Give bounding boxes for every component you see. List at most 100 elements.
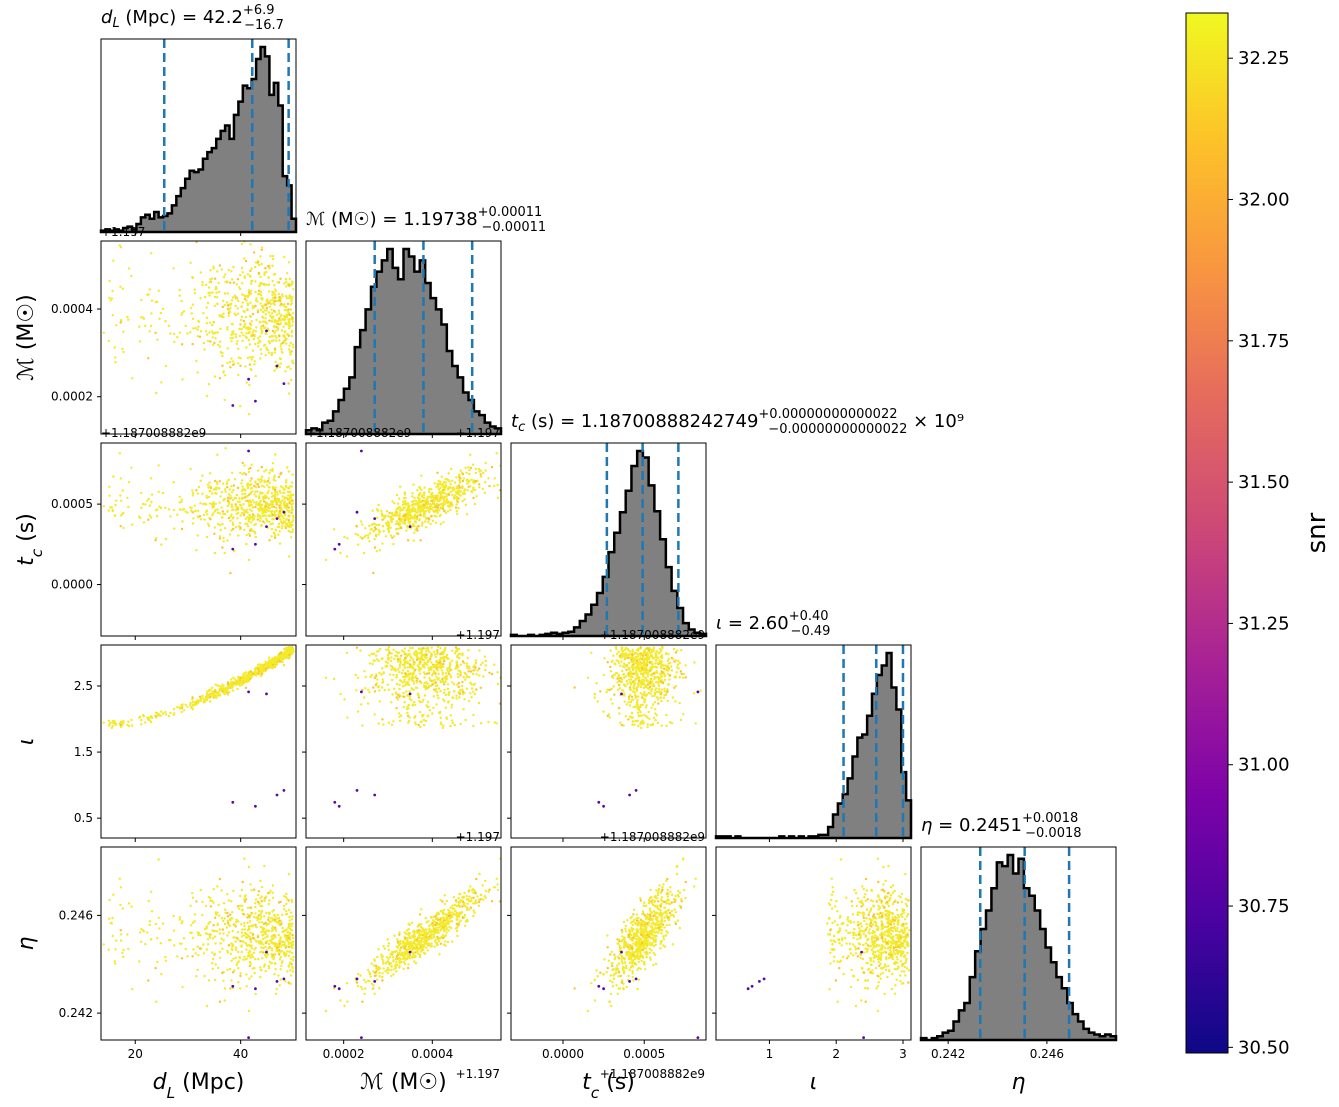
scatter-point	[377, 503, 380, 507]
scatter-point	[390, 723, 394, 726]
scatter-point	[242, 958, 245, 961]
scatter-point	[191, 921, 195, 924]
scatter-point	[423, 506, 426, 509]
scatter-point	[244, 326, 248, 329]
scatter-point	[609, 698, 613, 701]
scatter-point	[262, 320, 265, 323]
scatter-point	[178, 918, 181, 921]
scatter-point	[272, 517, 275, 521]
scatter-point	[368, 654, 371, 657]
scatter-point	[191, 696, 194, 699]
scatter-point	[126, 315, 129, 319]
scatter-point	[279, 345, 282, 348]
scatter-point	[450, 719, 454, 722]
scatter-point	[667, 683, 670, 686]
scatter-point	[378, 549, 381, 552]
scatter-point	[239, 273, 242, 277]
scatter-point	[212, 901, 215, 904]
scatter-point	[260, 911, 263, 914]
scatter-point	[415, 518, 418, 521]
scatter-point	[230, 299, 234, 302]
scatter-point	[439, 486, 442, 490]
scatter-point	[195, 489, 198, 492]
scatter-point	[140, 298, 143, 302]
scatter-point	[679, 670, 683, 673]
scatter-point	[257, 485, 261, 488]
scatter-point-outlier	[247, 690, 251, 694]
scatter-point	[273, 499, 276, 503]
scatter-point	[288, 653, 291, 657]
scatter-point-outlier	[634, 789, 638, 792]
scatter-point	[354, 673, 357, 677]
scatter-point	[232, 265, 235, 269]
scatter-point	[261, 937, 265, 941]
scatter-point	[283, 904, 286, 908]
scatter-point	[458, 479, 461, 482]
scatter-point	[423, 663, 426, 666]
scatter-point	[287, 656, 291, 659]
scatter-point	[274, 329, 277, 333]
scatter-point	[657, 690, 661, 693]
scatter-point	[397, 712, 401, 715]
scatter-point	[437, 665, 441, 669]
scatter-point	[261, 310, 265, 314]
scatter-point	[197, 933, 200, 937]
scatter-point	[435, 505, 438, 508]
scatter-point	[487, 477, 490, 480]
scatter-point	[259, 897, 262, 900]
scatter-point	[241, 928, 244, 931]
scatter-point	[286, 310, 290, 314]
scatter-point	[396, 693, 400, 696]
scatter-point	[214, 942, 217, 945]
scatter-point	[443, 659, 446, 663]
scatter-point	[264, 317, 267, 320]
scatter-point	[229, 913, 232, 916]
scatter-point	[180, 957, 184, 960]
scatter-point	[637, 695, 640, 698]
scatter-point	[253, 514, 256, 518]
y-tick-label: 0.0002	[51, 390, 93, 404]
scatter-point	[608, 688, 611, 692]
scatter-point	[279, 658, 282, 661]
scatter-point	[216, 885, 219, 888]
scatter-point	[256, 515, 260, 518]
scatter-point	[281, 341, 284, 345]
scatter-point	[113, 346, 116, 349]
scatter-point	[266, 484, 269, 487]
scatter-point	[376, 686, 380, 689]
scatter-point	[679, 718, 683, 722]
scatter-point	[650, 688, 654, 691]
scatter-point	[138, 931, 142, 934]
scatter-point	[194, 509, 197, 512]
scatter-point	[206, 339, 210, 343]
scatter-point	[372, 522, 375, 526]
scatter-point	[260, 329, 263, 332]
scatter-point	[275, 498, 279, 501]
scatter-point	[421, 522, 424, 525]
scatter-point	[374, 683, 378, 687]
scatter-point	[208, 936, 212, 939]
scatter-point	[237, 356, 240, 359]
scatter-point-outlier	[628, 793, 631, 797]
scatter-point	[264, 514, 267, 517]
scatter-point	[403, 678, 406, 681]
scatter-point	[407, 703, 410, 707]
scatter-point	[251, 499, 254, 502]
scatter-point	[274, 992, 278, 995]
scatter-point	[356, 543, 360, 546]
scatter-point	[222, 315, 225, 319]
scatter-point	[446, 488, 450, 491]
scatter-point	[479, 686, 482, 689]
scatter-point	[465, 471, 468, 475]
scatter-point	[420, 495, 424, 498]
scatter-point	[260, 950, 263, 953]
scatter-point	[381, 514, 384, 517]
scatter-point	[238, 334, 242, 338]
scatter-point	[451, 681, 454, 684]
scatter-point	[265, 895, 268, 898]
scatter-point	[255, 940, 258, 943]
scatter-point	[264, 953, 267, 957]
scatter-point	[287, 392, 291, 395]
scatter-point	[231, 360, 235, 363]
scatter-point	[402, 705, 405, 709]
